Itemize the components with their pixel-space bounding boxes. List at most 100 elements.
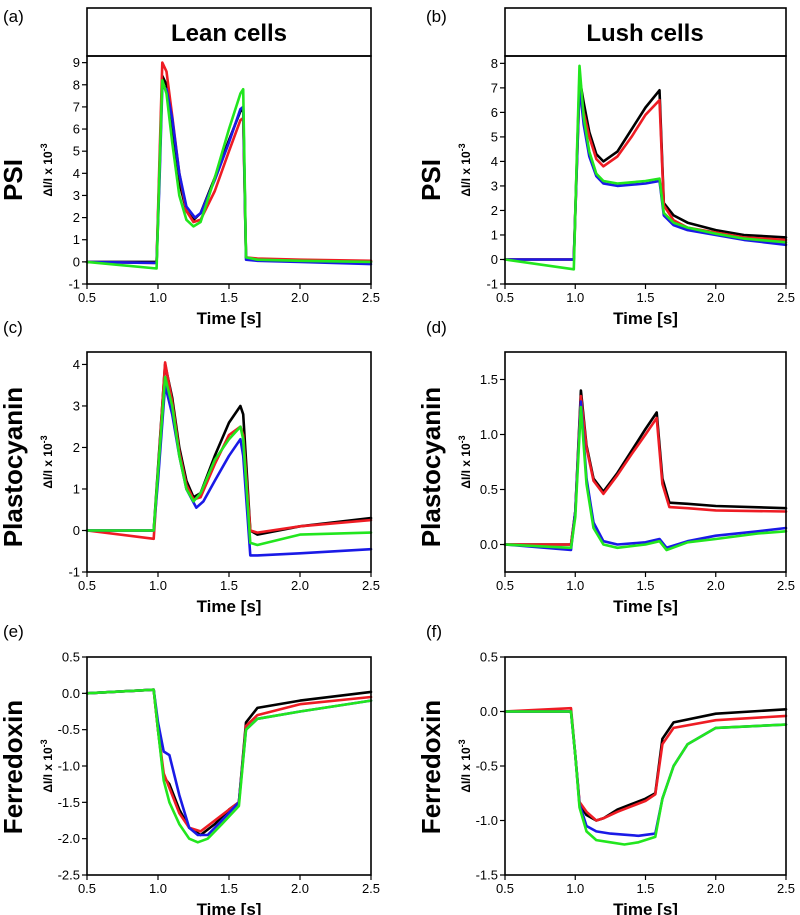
series-line-black [85,363,373,536]
y-tick-label: 1.0 [480,427,498,442]
y-tick-label: 4 [491,154,498,169]
y-tick-label: 3 [491,178,498,193]
y-tick-label: 4 [73,166,80,181]
axis-frame [86,351,372,573]
x-tick-label: 1.0 [149,578,167,593]
y-tick-label: -0.5 [58,722,80,737]
series-line-red [85,61,373,265]
x-tick-label: 2.0 [707,881,725,896]
series-line-blue [503,710,788,838]
x-tick-label: 2.5 [362,290,380,305]
x-tick-label: 2.5 [777,290,795,305]
y-tick-label: 5 [73,144,80,159]
panel-label: (d) [426,318,447,337]
y-tick-label: 1.5 [480,372,498,387]
chart-panel-6: (f) 0.5 1.0 1.5 2.0 2.5 -1.5 -1.0 -0.5 0.0 0.5 Time… [426,622,795,915]
y-axis-label-base: ΔI/I x 10 [41,747,55,793]
x-tick-label: 1.0 [566,881,584,896]
y-axis-label-exponent: -3 [39,143,49,151]
y-axis-label-base: ΔI/I x 10 [459,151,473,197]
y-tick-label: 0 [73,254,80,269]
y-tick-label: -1 [486,277,498,292]
y-tick-label: -2.5 [58,868,80,883]
x-tick-label: 2.0 [291,290,309,305]
axis-frame [86,55,372,285]
y-tick-label: 2 [73,440,80,455]
chart-panel-3: (c) 0.5 1.0 1.5 2.0 2.5 -1 0 1 2 3 4 Time [s] ΔI/I x … [3,318,380,616]
series-line-green [85,688,373,844]
series-line-blue [85,688,373,837]
y-tick-label: 0.5 [480,482,498,497]
axis-frame [504,351,787,573]
y-tick-label: 0.0 [480,704,498,719]
y-tick-label: 1 [491,227,498,242]
series-line-black [85,74,373,264]
column-header-lush: Lush cells [586,20,703,47]
series-line-black [503,76,788,261]
y-axis-label: ΔI/I x 10-3 [457,739,473,792]
x-axis-label: Time [s] [197,900,262,915]
panel-label: (f) [426,622,442,641]
x-axis-label: Time [s] [197,597,262,616]
y-axis-label: ΔI/I x 10-3 [39,739,55,792]
x-tick-label: 0.5 [78,290,96,305]
y-tick-label: 1 [73,232,80,247]
y-tick-label: 8 [491,56,498,71]
y-tick-label: -1 [68,565,80,580]
chart-panel-4: (d) 0.5 1.0 1.5 2.0 2.5 0.0 0.5 1.0 1.5 Time [s] ΔI… [426,318,795,616]
header-box-lush [504,7,787,57]
x-tick-label: 1.5 [636,578,654,593]
series-line-red [503,394,788,546]
panels-group: (a) 0.5 1.0 1.5 2.0 2.5 -1 0 1 2 3 4 5 6 7 8 9 Time [s] ΔI… [3,7,795,915]
y-tick-label: 8 [73,77,80,92]
series-line-green [503,64,788,271]
y-tick-label: -2.0 [58,831,80,846]
x-tick-label: 2.0 [707,578,725,593]
x-tick-label: 1.5 [220,578,238,593]
x-tick-label: 1.5 [636,881,654,896]
y-tick-label: -1.0 [476,813,498,828]
x-tick-label: 1.0 [149,290,167,305]
x-tick-label: 1.0 [566,578,584,593]
y-tick-label: 9 [73,55,80,70]
x-tick-label: 2.0 [707,290,725,305]
x-tick-label: 2.0 [291,881,309,896]
x-tick-label: 0.5 [78,881,96,896]
x-tick-label: 2.0 [291,578,309,593]
x-axis-label: Time [s] [613,309,678,328]
y-tick-label: 0.5 [480,650,498,665]
x-tick-label: 1.5 [636,290,654,305]
x-axis-label: Time [s] [613,597,678,616]
y-tick-label: 0 [73,523,80,538]
x-axis-label: Time [s] [197,309,262,328]
x-tick-label: 2.5 [362,881,380,896]
row-label-psi-left: PSI [0,159,28,201]
series-line-red [503,706,788,822]
row-label-plastocyanin-right: Plastocyanin [416,387,446,547]
y-tick-label: 3 [73,398,80,413]
row-label-psi-right: PSI [416,159,446,201]
x-tick-label: 1.0 [149,881,167,896]
y-axis-label-exponent: -3 [39,739,49,747]
series-line-green [85,375,373,547]
x-tick-label: 2.5 [362,578,380,593]
x-tick-label: 1.5 [220,290,238,305]
y-tick-label: 7 [491,80,498,95]
y-axis-label: ΔI/I x 10-3 [457,435,473,488]
y-tick-label: 1 [73,481,80,496]
y-tick-label: 5 [491,129,498,144]
y-axis-label-base: ΔI/I x 10 [41,151,55,197]
x-tick-label: 0.5 [496,290,514,305]
panel-label: (a) [3,7,24,26]
y-axis-label: ΔI/I x 10-3 [39,435,55,488]
y-axis-label-base: ΔI/I x 10 [459,747,473,793]
y-axis-label: ΔI/I x 10-3 [39,143,55,196]
y-tick-label: 0.0 [480,537,498,552]
y-tick-label: -1.5 [58,795,80,810]
series-line-red [85,361,373,541]
series-line-green [503,710,788,846]
series-line-black [503,389,788,546]
header-box-lean [86,7,372,57]
y-axis-label-exponent: -3 [457,435,467,443]
